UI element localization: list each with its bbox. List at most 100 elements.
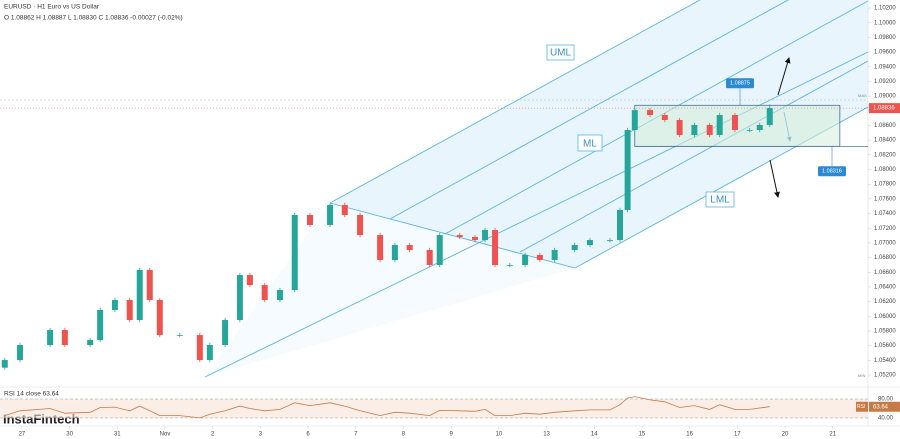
candle-body (606, 240, 613, 241)
candle-body (126, 299, 133, 321)
pitchfork-line (389, 0, 789, 220)
candle-body (246, 275, 253, 286)
rsi-tick-label: 40.00 (878, 416, 894, 422)
max-label: MAX (858, 93, 867, 98)
x-tick-label: 21 (829, 432, 836, 438)
chart-title: EURUSD · H1 Euro vs US Dollar (4, 4, 100, 11)
y-tick-label: 1.07400 (874, 211, 896, 217)
candle-body (661, 115, 668, 121)
y-tick-label: 1.06800 (874, 255, 896, 261)
candle-body (176, 335, 183, 336)
label-box (546, 44, 575, 61)
y-tick-label: 1.05200 (874, 373, 896, 379)
candle-body (222, 320, 229, 345)
pitchfork-handle-fill (205, 203, 575, 377)
ml-label: ML (583, 139, 597, 150)
label-box (577, 134, 603, 152)
y-tick-label: 1.05400 (874, 358, 896, 364)
level-label: 1.08316 (822, 169, 842, 175)
x-tick-label: 20 (782, 432, 789, 438)
candle-body (647, 110, 654, 116)
x-tick-label: 10 (496, 432, 503, 438)
candle-body (61, 330, 68, 345)
candle-body (716, 115, 723, 135)
candle-body (261, 285, 268, 300)
candle-body (156, 299, 163, 336)
rsi-value-tag (869, 401, 900, 412)
rsi-tick-label: 80.00 (878, 397, 894, 403)
arrow (777, 57, 791, 96)
candle-body (111, 299, 118, 310)
candle-body (506, 264, 513, 266)
candle-body (522, 255, 529, 265)
candle-body (456, 235, 463, 238)
candle-body (551, 250, 558, 260)
candle-body (136, 269, 143, 321)
pitchfork-handle (329, 202, 576, 269)
candle-body (236, 275, 243, 321)
candle-body (536, 255, 543, 260)
candle-body (676, 120, 683, 135)
x-tick-label: 7 (354, 432, 358, 438)
candle-body (746, 129, 753, 131)
candle-body (1, 360, 8, 368)
x-tick-label: 13 (543, 432, 550, 438)
candle-body (391, 245, 398, 260)
x-tick-label: 6 (306, 432, 310, 438)
pitchfork-line (329, 0, 701, 204)
rsi-line (4, 396, 770, 419)
last-price-label: 1.08836 (873, 106, 895, 112)
y-tick-label: 1.06600 (874, 270, 896, 276)
rsi-value-label: 63.64 (873, 404, 889, 410)
y-tick-label: 1.06000 (874, 314, 896, 320)
level-tag (818, 166, 846, 177)
candle-body (146, 269, 153, 300)
candle-body (571, 245, 578, 251)
lml-label: LML (710, 195, 730, 206)
candle-body (617, 210, 623, 241)
y-tick-label: 1.08000 (874, 167, 896, 173)
rsi-tag-label: RSI (857, 404, 865, 410)
candle-body (492, 230, 499, 265)
y-tick-label: 1.07200 (874, 226, 896, 232)
y-tick-label: 1.08600 (874, 123, 896, 129)
label-box (705, 191, 735, 208)
candle-body (631, 110, 638, 130)
y-tick-label: 1.07000 (874, 240, 896, 246)
candle-body (406, 245, 413, 251)
x-tick-label: 30 (66, 432, 73, 438)
candle-body (731, 115, 738, 130)
y-tick-label: 1.08400 (874, 138, 896, 144)
y-tick-label: 1.09000 (874, 94, 896, 100)
candle-body (357, 214, 364, 236)
candle-body (691, 125, 698, 135)
candle-body (276, 290, 283, 300)
y-tick-label: 1.10200 (874, 6, 896, 12)
uml-label: UML (550, 48, 572, 59)
candle-body (341, 205, 348, 215)
candle-body (291, 214, 298, 291)
candle-body (482, 230, 489, 241)
y-tick-label: 1.09600 (874, 50, 896, 56)
y-tick-label: 1.07800 (874, 182, 896, 188)
x-tick-label: 3 (259, 432, 263, 438)
y-tick-label: 1.07600 (874, 196, 896, 202)
x-tick-label: 31 (114, 432, 121, 438)
y-tick-label: 1.06400 (874, 285, 896, 291)
candle-body (472, 237, 479, 241)
level-tag (726, 78, 754, 89)
y-tick-label: 1.09800 (874, 35, 896, 41)
y-tick-label: 1.10000 (874, 20, 896, 26)
x-tick-label: 9 (449, 432, 453, 438)
candle-body (97, 309, 104, 341)
last-price-tag (869, 103, 900, 114)
arrow (769, 159, 780, 198)
y-tick-label: 1.05800 (874, 329, 896, 335)
candle-body (624, 129, 631, 211)
candle-body (436, 235, 443, 265)
x-tick-label: 15 (639, 432, 646, 438)
x-tick-label: 17 (734, 432, 741, 438)
candle-body (327, 205, 334, 225)
